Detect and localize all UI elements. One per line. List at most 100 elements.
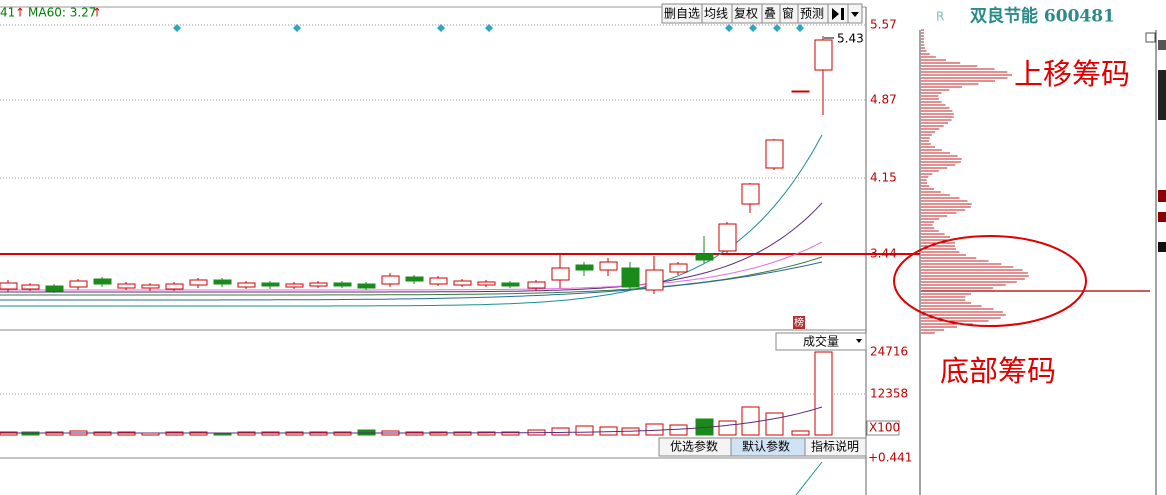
param-button-label: 默认参数 [742,439,790,454]
candle-body [814,39,833,71]
ma-line [0,134,823,307]
candle-body [429,277,448,285]
signal-diamond [796,24,804,32]
volume-bar [718,420,737,436]
volume-unit: X100 [869,421,900,435]
signal-diamond [293,24,301,32]
signal-diamond [173,24,181,32]
candle-body [45,285,64,292]
candle-body [93,278,112,285]
candle-body [791,90,810,93]
volume-bar [501,431,520,436]
signal-diamond [725,24,733,32]
signal-diamond [773,24,781,32]
candle-body [527,281,546,289]
high-label: 5.43 [837,32,864,46]
volume-bar [669,424,688,436]
indicator-line [795,461,823,495]
side-widgets [1145,32,1166,252]
candle-body [645,269,664,291]
ma-line [0,256,823,296]
candle-body [405,276,424,282]
indicator-label: +0.441 [868,451,912,465]
price-label: 4.15 [870,171,897,185]
candle-body [237,282,256,288]
grid [0,24,866,395]
volume-bar [477,431,496,436]
candle-body [261,282,280,287]
ma-line [0,261,823,301]
toolbar-icon [832,8,844,20]
volume-bar [645,423,664,436]
candle-body [501,282,520,287]
annotation: 上移筹码 [1014,57,1130,91]
param-button[interactable] [804,437,867,457]
badge-bg [793,316,805,329]
volume-bar [575,425,594,436]
candle-body [213,279,232,285]
dropdown-icon [856,339,862,343]
volume-selector[interactable] [775,332,867,351]
volume-bar [765,412,784,436]
candle-body [69,280,88,288]
volume-bar [551,427,570,436]
toolbar-button-label: 复权 [734,7,758,21]
volume-ma [0,406,823,434]
candle-body [477,281,496,286]
candle-body [285,283,304,288]
param-button-label: 优选参数 [670,439,718,454]
candle-body [718,223,737,252]
ma-line [0,241,823,291]
volume-bar [791,430,810,436]
candle-body [551,267,570,281]
volume-bar [599,426,618,436]
param-button-label: 指标说明 [811,439,859,454]
badge: 榜 [794,316,804,329]
volume-label: 12358 [870,387,908,401]
candle-body [309,282,328,287]
unit-box [866,420,900,436]
candle-body [21,284,40,290]
signal-diamond [437,24,445,32]
volume-bar [741,406,760,436]
flag: R [936,10,944,24]
toolbar-button-label: 删自选 [664,7,700,21]
candle-body [741,183,760,205]
candle-body [575,264,594,271]
toolbar-button-label: 均线 [704,7,728,21]
volume-bar [453,431,472,436]
candle-body [117,283,136,289]
volume-label: 24716 [870,345,908,359]
candle-body [695,253,714,261]
candle-body [189,279,208,286]
toolbar-button-label: 叠 [764,7,776,21]
ma-arrow: ↑ [15,6,25,20]
candle-body [599,261,618,271]
ma-arrow: ↑ [92,6,102,20]
candle-body [0,282,18,290]
candle-body [357,283,376,289]
candle-body [141,284,160,289]
annotation: 底部筹码 [940,354,1056,388]
candle-body [621,267,640,288]
candle-body [333,282,352,287]
toolbar-button-label: 窗 [782,7,794,21]
ma-line [0,202,823,293]
ma-label: 41 [0,6,15,20]
candle-body [669,263,688,273]
volume-bar [814,351,833,436]
plot-marks [0,24,1150,495]
signal-diamond [749,24,757,32]
signal-diamond [485,24,493,32]
candle-body [765,139,784,169]
price-label: 5.57 [870,18,897,32]
highlight-ellipse [893,235,1087,327]
candle-body [453,280,472,286]
stock-title: 双良节能 600481 [970,6,1115,27]
volume-title: 成交量 [803,334,839,349]
candle-body [381,275,400,285]
toolbar: 删自选 均线 复权叠窗预测 [661,3,863,24]
toolbar-icon [851,12,859,17]
candle-body [165,283,184,290]
